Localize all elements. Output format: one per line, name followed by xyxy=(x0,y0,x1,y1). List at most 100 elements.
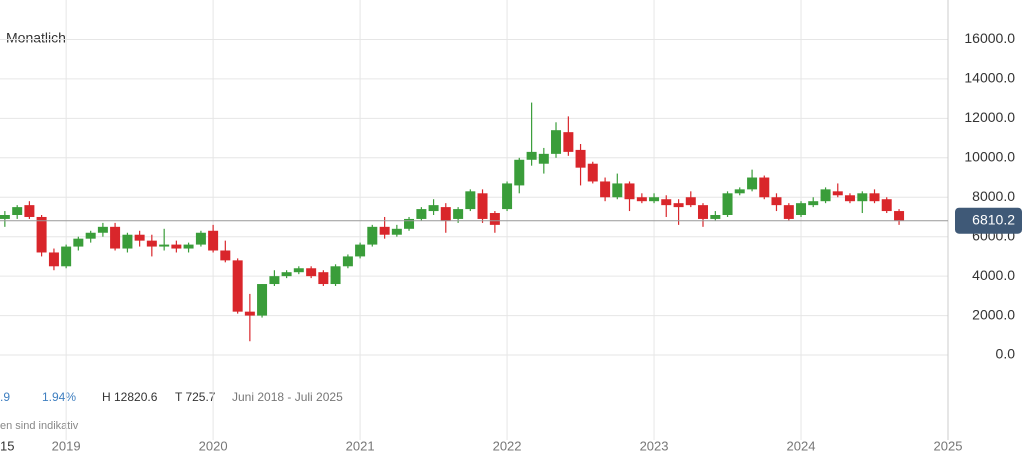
candle-body xyxy=(220,250,231,261)
candle-body xyxy=(710,215,721,219)
candle-body xyxy=(171,244,182,249)
candle-body xyxy=(159,244,170,247)
candle-body xyxy=(587,163,598,182)
candle-body xyxy=(269,276,280,285)
stat: H 12820.6 xyxy=(102,390,158,404)
x-tick-label: 2022 xyxy=(493,438,522,453)
candle-body xyxy=(612,183,623,198)
candle-body xyxy=(538,153,549,164)
y-tick-label: 0.0 xyxy=(996,346,1016,362)
candle-body xyxy=(759,177,770,198)
candle-body xyxy=(97,226,108,233)
candle-body xyxy=(293,268,304,273)
candle-body xyxy=(232,260,243,312)
stat: Juni 2018 - Juli 2025 xyxy=(232,390,343,404)
candle-body xyxy=(575,149,586,168)
candle-body xyxy=(244,311,255,316)
candle-body xyxy=(685,197,696,206)
chart-title: Monatlich xyxy=(6,30,66,46)
candle-body xyxy=(820,189,831,202)
candle-body xyxy=(85,232,96,239)
candle-body xyxy=(440,207,451,221)
candle-body xyxy=(808,201,819,206)
candle-body xyxy=(894,211,905,221)
candle-body xyxy=(208,230,219,251)
candle-body xyxy=(367,226,378,245)
x-tick-label: 2020 xyxy=(199,438,228,453)
candle-body xyxy=(453,209,464,219)
candle-body xyxy=(771,197,782,206)
x-tick-label: 2025 xyxy=(934,438,963,453)
candle-body xyxy=(636,197,647,202)
x-tick-label: 2021 xyxy=(346,438,375,453)
x-tick-label: 2024 xyxy=(787,438,816,453)
candle-body xyxy=(281,272,292,277)
candle-body xyxy=(747,177,758,190)
candle-body xyxy=(869,193,880,202)
candle-body xyxy=(697,205,708,219)
x-tick-label: 2019 xyxy=(52,438,81,453)
candle-body xyxy=(649,197,660,202)
candle-body xyxy=(12,207,23,215)
candle-body xyxy=(514,159,525,186)
candle-body xyxy=(404,218,415,229)
candle-body xyxy=(796,203,807,215)
candle-body xyxy=(146,240,157,247)
candle-body xyxy=(502,183,513,210)
candle-body xyxy=(783,205,794,219)
candle-body xyxy=(195,232,206,245)
y-tick-label: 2000.0 xyxy=(972,306,1015,322)
y-tick-label: 4000.0 xyxy=(972,267,1015,283)
candle-body xyxy=(122,234,133,249)
candle-body xyxy=(134,234,145,241)
note: en sind indikativ xyxy=(0,420,79,432)
candle-body xyxy=(489,213,500,225)
candle-body xyxy=(73,238,84,247)
y-tick-label: 8000.0 xyxy=(972,188,1015,204)
candle-body xyxy=(330,266,341,285)
candle-body xyxy=(306,268,317,277)
candle-body xyxy=(722,193,733,215)
candle-body xyxy=(36,216,47,253)
candle-body xyxy=(465,191,476,210)
candle-body xyxy=(600,181,611,198)
y-tick-label: 12000.0 xyxy=(964,109,1015,125)
candle-body xyxy=(318,272,329,285)
candle-body xyxy=(379,226,390,235)
stat: .9 xyxy=(0,390,10,404)
candle-body xyxy=(48,252,59,267)
candle-body xyxy=(342,256,353,267)
candle-body xyxy=(391,228,402,235)
candle-body xyxy=(673,203,684,208)
last-value-box xyxy=(955,207,1022,234)
stat: 1.94% xyxy=(42,390,76,404)
x-tick-label: 2023 xyxy=(640,438,669,453)
y-tick-label: 10000.0 xyxy=(964,149,1015,165)
candle-body xyxy=(477,193,488,219)
candle-body xyxy=(61,246,72,267)
candle-body xyxy=(661,199,672,206)
candle-body xyxy=(734,189,745,194)
candle-body xyxy=(257,284,268,316)
candle-body xyxy=(857,193,868,202)
candle-body xyxy=(183,244,194,249)
y-tick-label: 16000.0 xyxy=(964,30,1015,46)
candle-body xyxy=(416,209,427,219)
candle-body xyxy=(526,151,537,160)
candle-body xyxy=(844,195,855,202)
candle-body xyxy=(428,205,439,212)
candle-body xyxy=(881,199,892,212)
candle-body xyxy=(832,191,843,196)
x-cut-label: 15 xyxy=(0,438,14,453)
y-tick-label: 14000.0 xyxy=(964,70,1015,86)
candle-body xyxy=(563,132,574,152)
candle-body xyxy=(624,183,635,200)
last-value-label: 6810.2 xyxy=(972,211,1015,227)
candle-body xyxy=(110,226,121,249)
candle-body xyxy=(0,215,10,219)
candle-body xyxy=(355,244,366,257)
stat: T 725.7 xyxy=(175,390,216,404)
candle-body xyxy=(24,205,35,217)
